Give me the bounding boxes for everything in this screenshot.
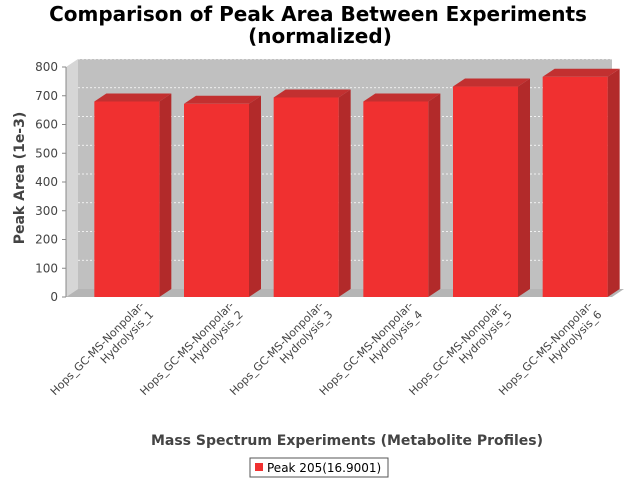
bar	[542, 68, 620, 298]
bar-top	[184, 95, 261, 104]
bar-side	[607, 68, 620, 298]
x-category-label-line: Hops_GC-MS-Nonpolar-	[48, 299, 147, 398]
y-tick-label: 0	[50, 290, 58, 304]
chart-title: Comparison of Peak Area Between Experime…	[49, 2, 587, 26]
legend-box	[249, 457, 389, 478]
y-axis-label: Peak Area (1e-3)	[12, 112, 28, 245]
legend-swatch	[255, 463, 263, 471]
bar-side	[249, 95, 261, 297]
y-tick-label: 100	[35, 261, 58, 275]
legend: Peak 205(16.9001)	[249, 457, 389, 478]
chart-subtitle: (normalized)	[248, 24, 392, 48]
y-tick-label: 800	[35, 60, 58, 74]
legend-label: Peak 205(16.9001)	[267, 461, 381, 475]
bar-side	[518, 78, 530, 297]
bar-side	[338, 89, 351, 297]
bar	[273, 89, 351, 297]
y-axis: 0 100 200 300 400 500 600 700 800	[35, 60, 67, 304]
bar	[453, 78, 530, 297]
y-tick-label: 700	[35, 89, 58, 103]
y-tick-label: 300	[35, 204, 58, 218]
bar-front	[542, 76, 608, 298]
bar	[184, 95, 261, 297]
y-tick-label: 200	[35, 233, 58, 247]
y-tick-label: 600	[35, 118, 58, 132]
bar-top	[542, 68, 620, 77]
x-axis-categories: Hops_GC-MS-Nonpolar-Hydrolysis_1Hops_GC-…	[48, 299, 605, 398]
bar-top	[363, 93, 441, 102]
bars	[94, 68, 620, 298]
x-axis-label: Mass Spectrum Experiments (Metabolite Pr…	[151, 433, 543, 449]
bar-top	[273, 89, 351, 98]
bar-front	[453, 86, 518, 297]
bar-front	[94, 101, 160, 297]
bar-side	[428, 93, 441, 297]
bar	[94, 93, 172, 297]
bar-top	[453, 78, 530, 87]
y-tick-label: 400	[35, 175, 58, 189]
bar-front	[184, 103, 249, 297]
y-tick-label: 500	[35, 146, 58, 160]
bar-front	[363, 101, 429, 297]
bar	[363, 93, 441, 297]
bar-front	[273, 97, 339, 297]
bar-side	[159, 93, 172, 297]
bar-top	[94, 93, 172, 102]
plot-left-wall	[66, 59, 78, 297]
